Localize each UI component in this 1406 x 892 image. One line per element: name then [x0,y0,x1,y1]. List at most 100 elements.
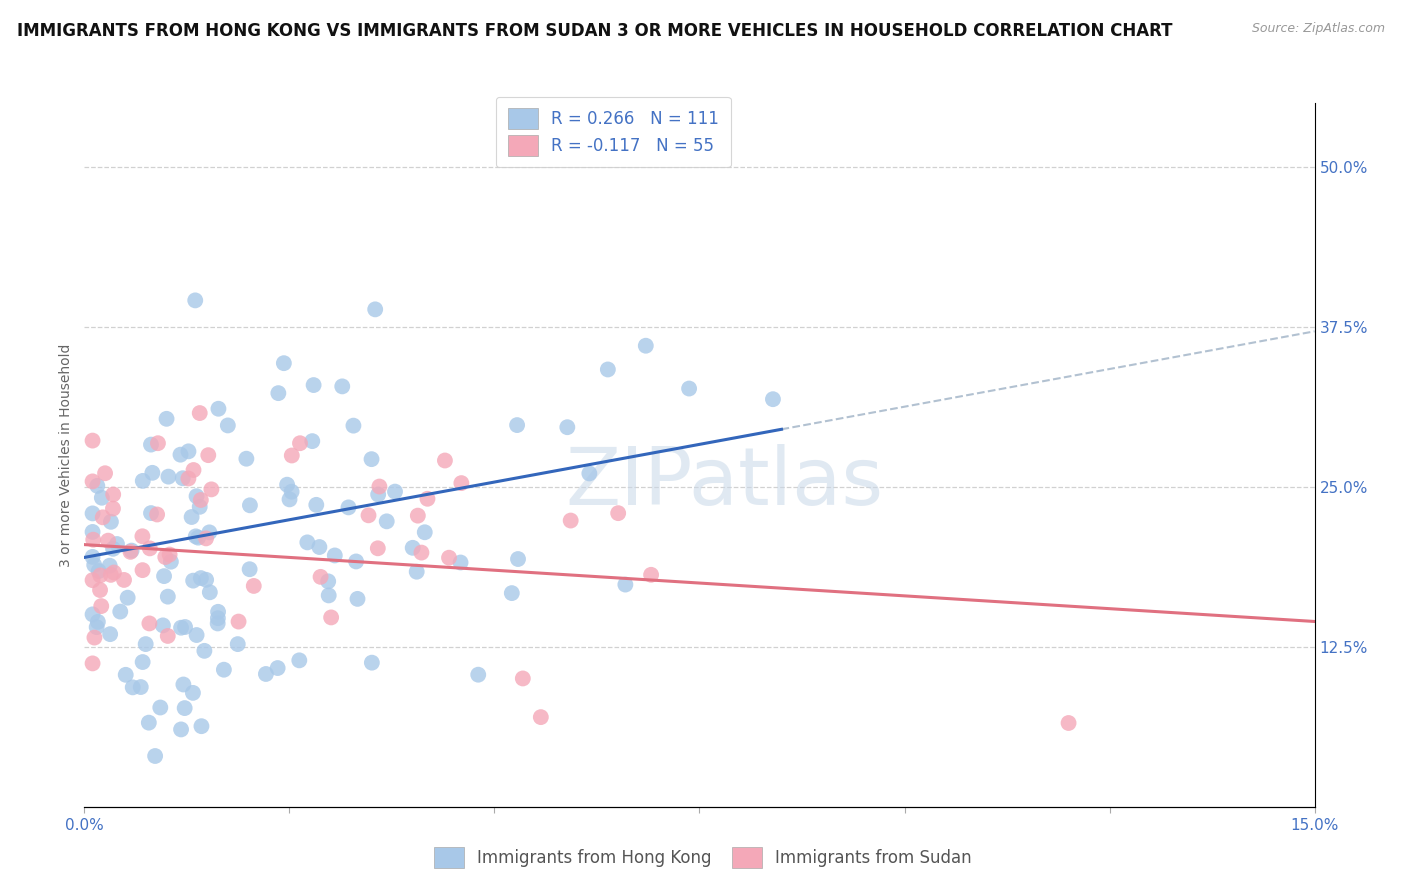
Point [186,489,208,503]
Point [169,448,191,462]
Point [100,567,122,582]
Text: IMMIGRANTS FROM HONG KONG VS IMMIGRANTS FROM SUDAN 3 OR MORE VEHICLES IN HOUSEHO: IMMIGRANTS FROM HONG KONG VS IMMIGRANTS … [17,22,1173,40]
Point [135,637,157,651]
Point [82,607,104,622]
Point [301,434,323,449]
Point [212,663,235,677]
Point [172,677,194,691]
Point [433,453,456,467]
Point [138,616,160,631]
Point [467,667,489,681]
Point [640,567,662,582]
Point [344,554,367,568]
Text: ZIPatlas: ZIPatlas [565,444,883,522]
Point [280,484,302,499]
Point [288,436,311,450]
Point [159,548,181,562]
Point [266,661,288,675]
Point [207,616,229,631]
Point [181,574,204,588]
Point [207,611,229,625]
Point [239,562,262,576]
Point [193,644,215,658]
Point [180,510,202,524]
Point [226,637,249,651]
Point [94,467,117,481]
Point [101,541,124,556]
Point [173,701,195,715]
Point [174,620,197,634]
Point [368,479,391,493]
Point [82,475,104,489]
Point [530,710,553,724]
Point [131,529,153,543]
Point [267,386,290,401]
Point [112,573,135,587]
Point [506,418,529,433]
Point [82,434,104,448]
Point [82,524,104,539]
Point [614,577,637,591]
Point [181,686,204,700]
Point [187,531,209,545]
Point [149,700,172,714]
Point [91,510,114,524]
Point [254,667,277,681]
Point [157,469,180,483]
Point [139,541,162,556]
Point [364,302,387,317]
Point [82,657,104,671]
Point [90,599,112,613]
Point [367,487,389,501]
Point [405,565,427,579]
Point [103,566,125,580]
Point [87,564,110,578]
Point [678,382,700,396]
Point [184,529,207,543]
Point [160,555,183,569]
Point [501,586,523,600]
Point [384,484,406,499]
Point [183,463,205,477]
Point [375,514,398,528]
Point [607,506,630,520]
Point [281,449,304,463]
Point [141,466,163,480]
Point [416,491,439,506]
Point [309,570,332,584]
Point [146,508,169,522]
Point [411,545,433,559]
Point [596,362,619,376]
Point [120,545,142,559]
Point [207,401,229,416]
Point [512,672,534,686]
Point [131,563,153,577]
Point [156,629,179,643]
Point [132,474,155,488]
Point [97,533,120,548]
Point [228,615,250,629]
Point [316,574,339,589]
Point [152,618,174,632]
Point [186,628,208,642]
Point [139,506,162,520]
Point [83,558,105,572]
Point [170,621,193,635]
Point [198,525,221,540]
Point [184,293,207,308]
Point [337,500,360,515]
Point [560,514,582,528]
Point [177,471,200,485]
Point [87,615,110,629]
Point [305,498,328,512]
Legend: R = 0.266   N = 111, R = -0.117   N = 55: R = 0.266 N = 111, R = -0.117 N = 55 [496,97,731,168]
Point [155,549,177,564]
Point [90,491,112,505]
Point [360,452,382,467]
Point [82,507,104,521]
Point [402,541,425,555]
Point [242,579,264,593]
Point [82,549,104,564]
Point [83,631,105,645]
Point [406,508,429,523]
